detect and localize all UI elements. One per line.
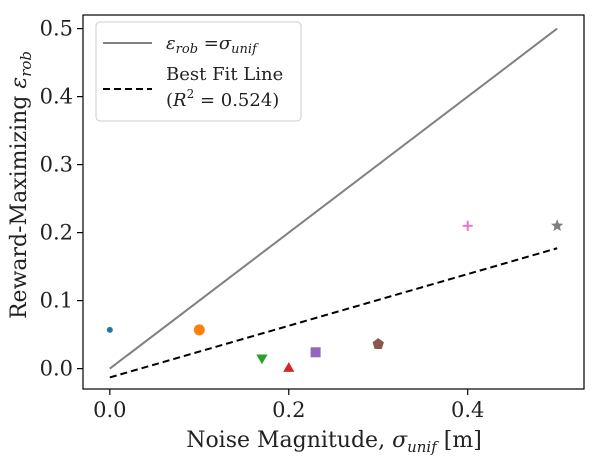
data-point-4-triangle-up: [283, 362, 295, 372]
data-point-7-plus: [462, 220, 473, 231]
y-tick-label: 0.4: [40, 85, 73, 109]
data-point-1-point: [106, 326, 113, 333]
data-point-3-triangle-down: [256, 354, 268, 365]
y-tick-label: 0.5: [40, 17, 73, 41]
x-tick-label: 0.2: [272, 398, 305, 422]
axis-ticks: 0.0 0.2 0.4 0.0 0.1 0.2 0.3 0.4 0.5: [40, 17, 485, 422]
y-tick-label: 0.0: [40, 357, 73, 381]
y-tick-label: 0.2: [40, 221, 73, 245]
plot-area: [106, 27, 564, 379]
axes-frame: [82, 14, 585, 390]
x-tick-label: 0.4: [451, 398, 484, 422]
legend: εrob =σunif Best Fit Line (R2 = 0.524): [95, 21, 302, 122]
data-point-5-square: [310, 347, 321, 358]
data-point-8-star: [550, 219, 564, 232]
legend-fit-label-line1: Best Fit Line: [166, 64, 283, 85]
legend-identity-label: εrob =σunif: [166, 33, 259, 57]
identity-line: [109, 27, 558, 370]
x-tick-label: 0.0: [93, 398, 126, 422]
y-tick-label: 0.1: [40, 289, 73, 313]
x-axis-label: Noise Magnitude, σunif [m]: [186, 428, 482, 456]
best-fit-line: [109, 247, 558, 379]
legend-fit-label-line2: (R2 = 0.524): [166, 87, 279, 111]
y-tick-label: 0.3: [40, 153, 73, 177]
y-axis-label: Reward-Maximizing εrob: [7, 51, 35, 319]
data-point-6-pentagon: [372, 338, 384, 349]
legend-frame: [95, 21, 302, 122]
data-point-2-circle: [193, 324, 205, 336]
